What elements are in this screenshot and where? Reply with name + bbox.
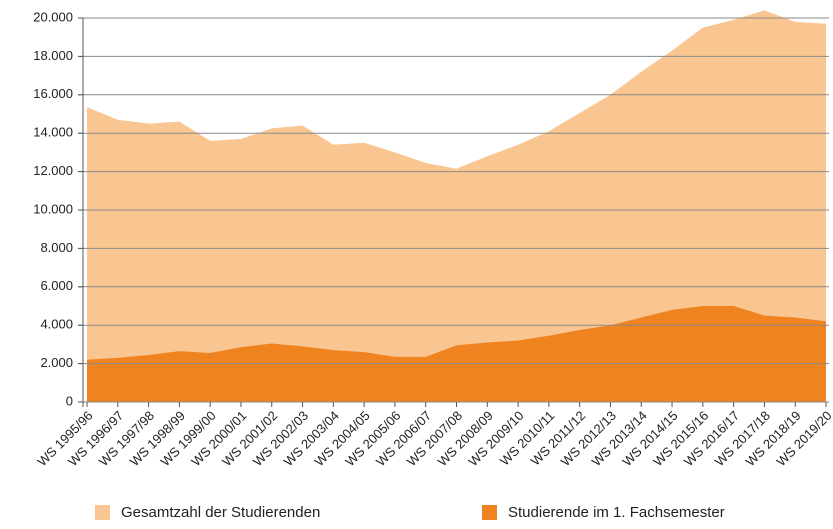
y-tick-label: 0 [66, 393, 73, 408]
legend-label: Studierende im 1. Fachsemester [508, 504, 725, 521]
y-tick-label: 6.000 [40, 278, 73, 293]
legend-swatch [95, 505, 110, 520]
y-tick-label: 18.000 [33, 48, 73, 63]
area [87, 10, 826, 402]
y-tick-label: 8.000 [40, 240, 73, 255]
y-tick-label: 20.000 [33, 9, 73, 24]
area [87, 306, 826, 402]
y-tick-label: 2.000 [40, 355, 73, 370]
legend-label: Gesamtzahl der Studierenden [121, 504, 320, 521]
legend-swatch [482, 505, 497, 520]
y-tick-label: 10.000 [33, 201, 73, 216]
y-tick-label: 12.000 [33, 163, 73, 178]
y-tick-label: 4.000 [40, 317, 73, 332]
y-tick-label: 16.000 [33, 86, 73, 101]
y-tick-label: 14.000 [33, 125, 73, 140]
